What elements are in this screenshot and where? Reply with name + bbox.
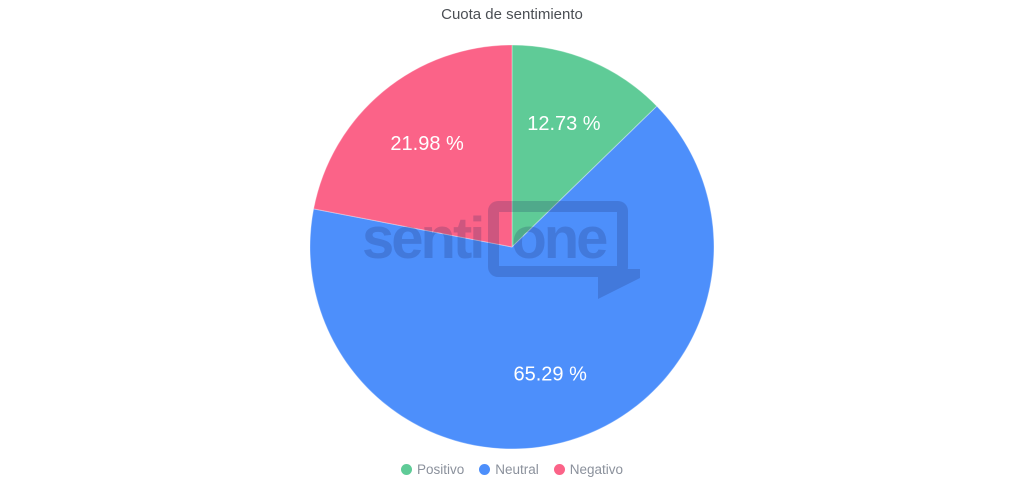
chart-legend: Positivo Neutral Negativo: [0, 462, 1024, 477]
legend-label: Negativo: [569, 462, 624, 477]
legend-label: Neutral: [495, 462, 539, 477]
legend-item-neutral[interactable]: Neutral: [479, 462, 539, 477]
legend-item-positivo[interactable]: Positivo: [400, 462, 465, 477]
legend-label: Positivo: [416, 462, 465, 477]
pie-slice-positivo[interactable]: [511, 44, 658, 248]
pie-slice-negativo[interactable]: [313, 44, 513, 248]
pie-chart: 12.73 %65.29 %21.98 %: [309, 44, 715, 450]
pie-slice-neutral[interactable]: [309, 105, 715, 450]
legend-dot-icon: [479, 464, 491, 475]
legend-dot-icon: [400, 464, 412, 475]
legend-item-negativo[interactable]: Negativo: [553, 462, 624, 477]
legend-dot-icon: [553, 464, 565, 475]
chart-title: Cuota de sentimiento: [441, 6, 583, 23]
